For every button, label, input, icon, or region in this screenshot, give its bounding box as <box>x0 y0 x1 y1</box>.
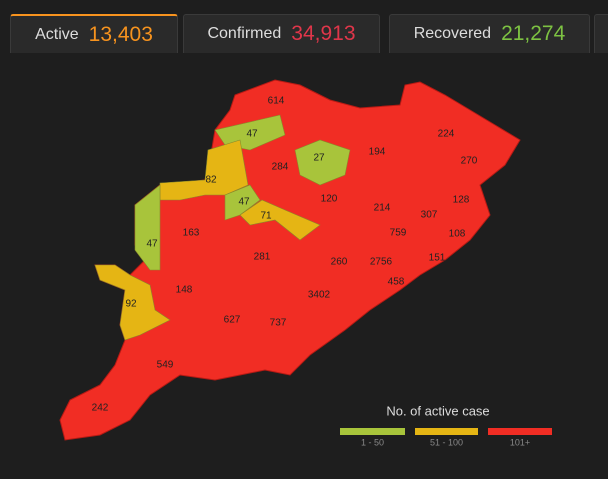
district <box>94 264 171 341</box>
tab-value: 21,274 <box>501 22 566 45</box>
legend-label: 1 - 50 <box>361 437 384 447</box>
district-label: 128 <box>453 195 470 206</box>
district-label: 737 <box>270 318 287 329</box>
district-label: 47 <box>246 129 258 140</box>
district-label: 82 <box>205 175 217 186</box>
legend-label: 51 - 100 <box>430 437 463 447</box>
district-label: 2756 <box>370 257 393 268</box>
district-label: 281 <box>254 252 271 263</box>
district-label: 270 <box>461 156 478 167</box>
district-label: 224 <box>438 129 455 140</box>
district <box>239 199 321 241</box>
district <box>294 139 351 186</box>
tab-value: 13,403 <box>88 22 153 46</box>
legend-title: No. of active case <box>386 403 489 418</box>
district-label: 47 <box>146 239 158 250</box>
district <box>224 184 261 221</box>
tab-label: Recovered <box>413 25 492 42</box>
tab-label: Confirmed <box>207 25 282 42</box>
district-label: 284 <box>272 162 289 173</box>
state-outline <box>59 79 521 441</box>
district-label: 27 <box>313 153 325 164</box>
tab-confirmed[interactable]: Confirmed 34,913 <box>183 14 380 53</box>
district-label: 92 <box>125 299 137 310</box>
tab-more[interactable] <box>594 14 608 53</box>
district-label: 108 <box>449 229 466 240</box>
district-label: 214 <box>374 203 391 214</box>
tab-active[interactable]: Active 13,403 <box>10 14 178 53</box>
legend-swatch <box>340 428 405 435</box>
legend-swatch <box>415 428 478 435</box>
legend-label: 101+ <box>510 437 530 447</box>
district-label: 194 <box>369 147 386 158</box>
district-label: 47 <box>238 197 250 208</box>
district-label: 307 <box>421 210 438 221</box>
district-label: 120 <box>321 194 338 205</box>
district-label: 3402 <box>308 290 331 301</box>
district <box>159 139 249 201</box>
tab-label: Active <box>35 25 79 43</box>
tab-recovered[interactable]: Recovered 21,274 <box>389 14 590 53</box>
district-label: 148 <box>176 285 193 296</box>
district-label: 549 <box>157 360 174 371</box>
district-label: 759 <box>390 228 407 239</box>
district-label: 614 <box>268 96 285 107</box>
district-label: 163 <box>183 228 200 239</box>
legend-swatch <box>488 428 552 435</box>
district <box>214 114 286 151</box>
tab-value: 34,913 <box>291 22 356 45</box>
district-label: 71 <box>260 211 272 222</box>
district-label: 260 <box>331 257 348 268</box>
district <box>134 184 161 271</box>
district-label: 242 <box>92 403 109 414</box>
district-label: 458 <box>388 277 405 288</box>
district-label: 151 <box>429 253 446 264</box>
district-label: 627 <box>224 315 241 326</box>
